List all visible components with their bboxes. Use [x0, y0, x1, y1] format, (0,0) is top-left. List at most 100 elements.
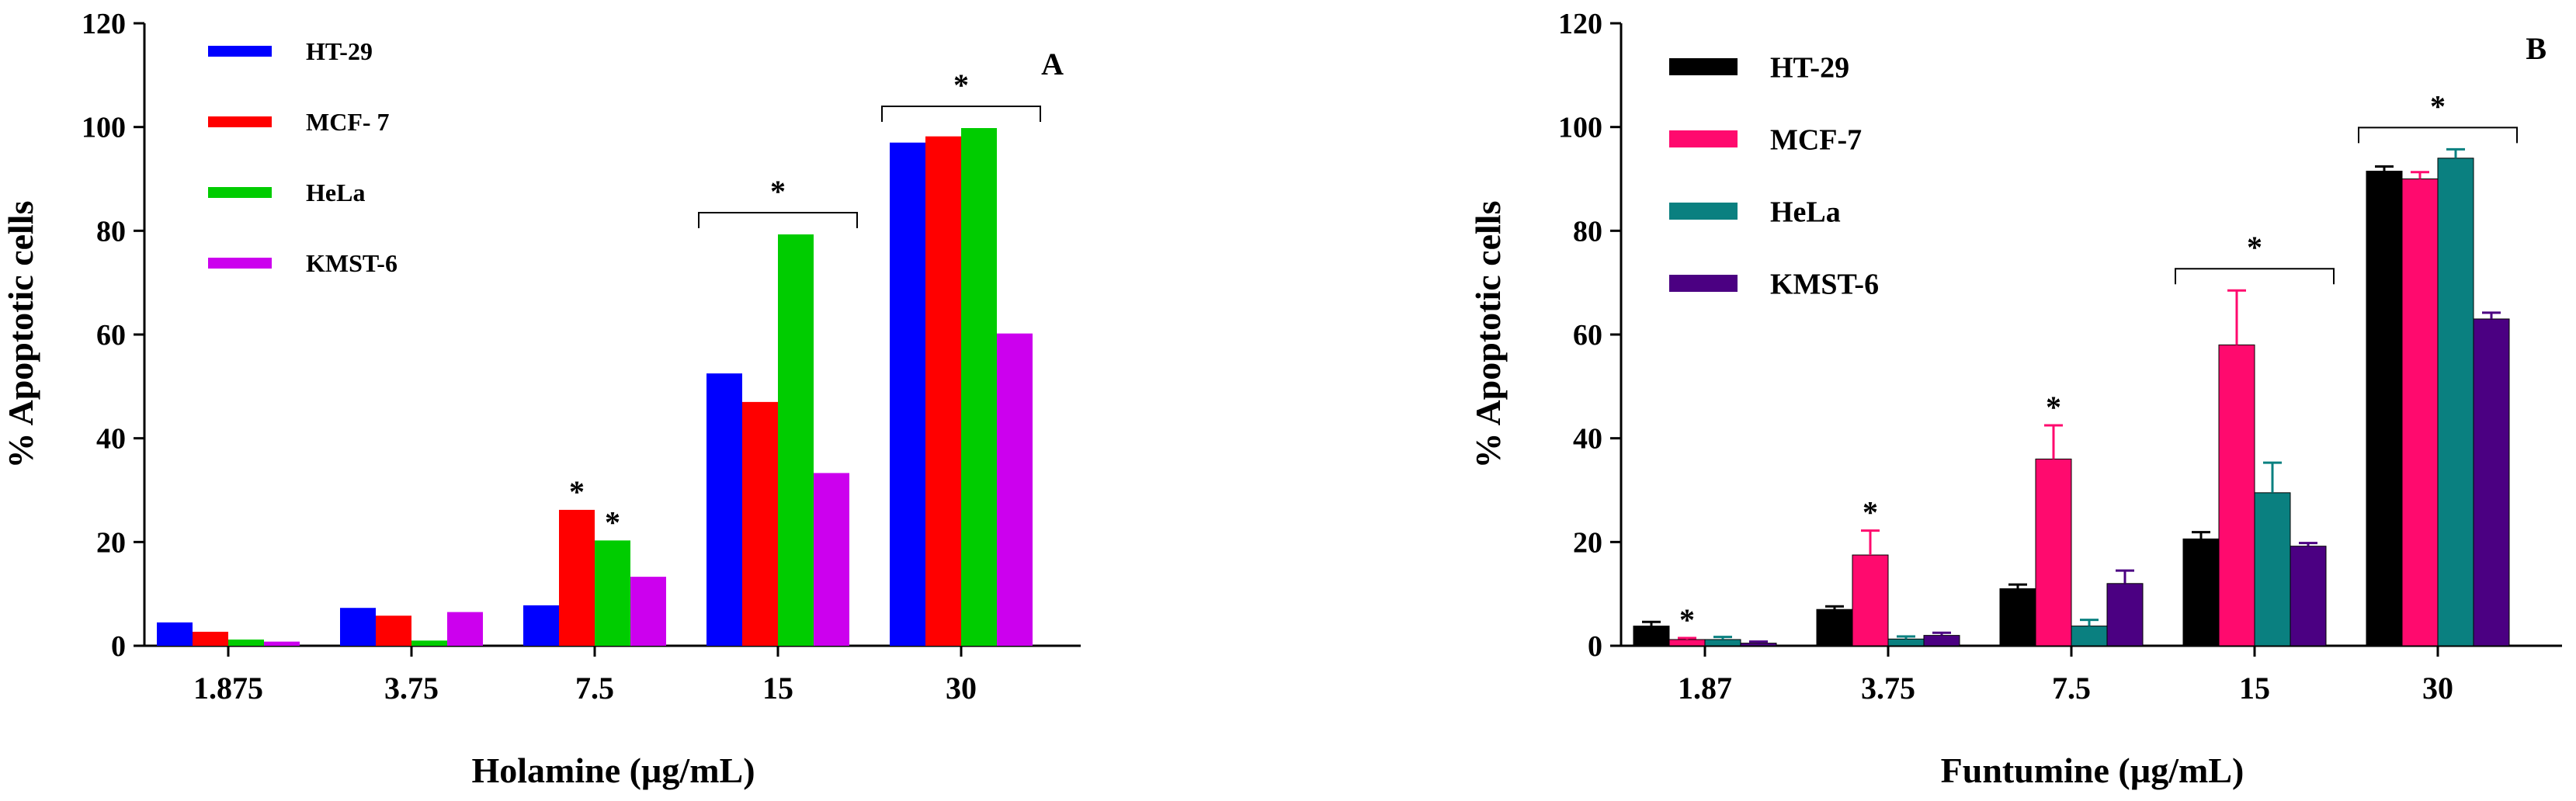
bar-hela-1.875: [228, 639, 264, 646]
bar-kmst-6-30: [2473, 318, 2510, 647]
panel-label: B: [2526, 31, 2546, 66]
legend-label: MCF- 7: [306, 108, 390, 136]
significance-star: *: [1863, 495, 1878, 530]
bar-ht-29-30: [890, 142, 925, 646]
significance-star: *: [953, 68, 969, 102]
bar-kmst-6-3.75: [1923, 635, 1960, 647]
y-tick-label: 120: [1558, 8, 1602, 40]
legend-swatch: [1669, 130, 1738, 147]
x-axis-title: Holamine (µg/mL): [471, 751, 755, 790]
y-tick-label: 60: [96, 319, 126, 352]
bar-hela-7.5: [2071, 626, 2108, 647]
significance-star: *: [1679, 602, 1695, 637]
significance-star: *: [605, 505, 620, 539]
panel-label: A: [1041, 47, 1064, 81]
x-tick-label: 7.5: [575, 671, 614, 706]
legend-swatch: [1669, 275, 1738, 292]
significance-bracket: [2358, 127, 2518, 144]
y-tick-label: 20: [1573, 526, 1602, 559]
bar-hela-15: [778, 234, 814, 646]
bar-hela-15: [2254, 492, 2291, 647]
legend-label: HeLa: [306, 179, 365, 206]
significance-bracket: [881, 106, 1041, 123]
significance-star: *: [770, 174, 786, 209]
bar-ht-29-3.75: [340, 608, 376, 646]
y-tick-label: 80: [96, 215, 126, 248]
legend-label: KMST-6: [1770, 268, 1879, 300]
bar-hela-1.87: [1704, 639, 1741, 647]
x-tick-label: 3.75: [1861, 671, 1915, 706]
bar-kmst-6-3.75: [447, 612, 483, 646]
legend-swatch: [208, 258, 272, 269]
bar-ht-29-7.5: [523, 605, 559, 646]
y-tick-label: 100: [1558, 112, 1602, 144]
significance-star: *: [569, 474, 585, 509]
bar-mcf-7-30: [2401, 179, 2439, 647]
bar-hela-3.75: [411, 640, 447, 646]
significance-bracket: [698, 212, 858, 229]
legend-label: KMST-6: [306, 249, 398, 277]
bar-mcf-7-15: [742, 401, 778, 646]
bar-hela-30: [961, 128, 997, 647]
x-tick-label: 7.5: [2052, 671, 2091, 706]
bar-ht-29-7.5: [1999, 588, 2036, 647]
legend-swatch: [208, 187, 272, 198]
legend-swatch: [208, 116, 272, 127]
bar-kmst-6-30: [997, 333, 1033, 646]
y-tick-label: 120: [82, 8, 126, 40]
bar-ht-29-30: [2366, 170, 2403, 647]
x-tick-label: 15: [2239, 671, 2270, 706]
y-tick-label: 100: [82, 112, 126, 144]
bar-mcf-7-3.75: [1852, 554, 1889, 647]
legend-label: HT-29: [306, 37, 373, 65]
y-axis-title: % Apoptotic cells: [1468, 201, 1508, 469]
legend-swatch: [1669, 58, 1738, 75]
x-tick-label: 1.87: [1678, 671, 1732, 706]
bar-kmst-6-1.87: [1740, 643, 1777, 647]
x-tick-label: 15: [762, 671, 793, 706]
y-tick-label: 40: [1573, 423, 1602, 456]
bar-ht-29-15: [706, 373, 742, 646]
x-tick-label: 3.75: [384, 671, 439, 706]
chart-panel-a: 0 20 40 60 80 100 120 1.875 3.75 7.5 15 30 * * * * HT-29…: [1, 8, 1081, 790]
legend-label: HT-29: [1770, 51, 1849, 84]
bar-mcf-7-1.87: [1668, 639, 1706, 647]
y-tick-label: 20: [96, 526, 126, 559]
y-tick-label: 60: [1573, 319, 1602, 352]
bar-kmst-6-15: [814, 473, 849, 646]
legend-label: HeLa: [1770, 196, 1841, 228]
chart-panel-b: 0 20 40 60 80 100 120 1.87 3.75 7.5 15 30 * * * * * HT-29…: [1468, 8, 2562, 790]
bar-ht-29-1.87: [1633, 626, 1670, 647]
bar-ht-29-3.75: [1816, 609, 1853, 647]
bar-mcf-7-1.875: [193, 631, 228, 646]
bar-mcf-7-7.5: [559, 509, 595, 646]
x-tick-label: 30: [946, 671, 977, 706]
y-axis-title: % Apoptotic cells: [1, 201, 40, 469]
significance-bracket: [2175, 268, 2335, 285]
bar-hela-7.5: [595, 540, 630, 646]
significance-star: *: [2247, 230, 2262, 265]
bar-kmst-6-15: [2290, 546, 2327, 647]
x-tick-label: 1.875: [193, 671, 263, 706]
x-tick-label: 30: [2422, 671, 2453, 706]
y-tick-label: 0: [1588, 630, 1602, 663]
bar-kmst-6-7.5: [630, 577, 666, 646]
bar-mcf-7-30: [925, 136, 961, 647]
bar-mcf-7-15: [2218, 344, 2255, 647]
y-tick-label: 40: [96, 423, 126, 456]
bar-kmst-6-7.5: [2106, 583, 2144, 647]
bar-ht-29-1.875: [157, 622, 193, 646]
x-axis-title: Funtumine (µg/mL): [1941, 751, 2244, 790]
bar-hela-30: [2437, 158, 2474, 647]
bar-mcf-7-7.5: [2035, 458, 2072, 647]
legend-swatch: [1669, 203, 1738, 220]
significance-star: *: [2046, 390, 2061, 425]
bar-mcf-7-3.75: [376, 615, 411, 646]
significance-star: *: [2430, 88, 2446, 123]
legend-swatch: [208, 46, 272, 57]
bar-hela-3.75: [1887, 638, 1925, 647]
bar-ht-29-15: [2182, 538, 2220, 647]
legend-label: MCF-7: [1770, 123, 1862, 156]
bar-kmst-6-1.875: [264, 641, 300, 646]
